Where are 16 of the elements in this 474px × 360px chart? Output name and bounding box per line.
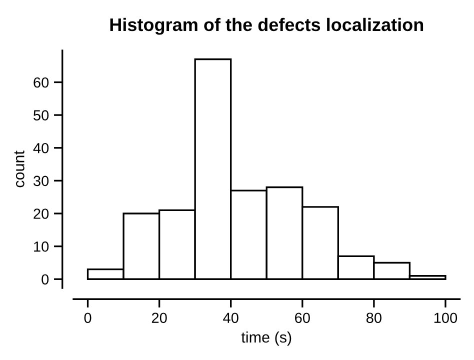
y-tick-label: 60 [34, 77, 49, 88]
x-tick-label: 100 [434, 312, 458, 324]
y-axis-title: count [14, 150, 24, 188]
x-tick-label: 20 [152, 312, 167, 324]
y-tick-label: 20 [34, 208, 49, 219]
chart-title: Histogram of the defects localization [110, 18, 424, 35]
y-tick-label: 10 [34, 241, 49, 252]
y-tick-label: 0 [42, 274, 49, 285]
x-axis-title: time (s) [241, 331, 292, 346]
x-tick-label: 0 [84, 312, 92, 324]
y-tick-label: 30 [34, 176, 49, 186]
y-tick-label: 40 [33, 142, 49, 154]
x-tick-label: 80 [366, 312, 382, 324]
x-tick-label: 60 [295, 312, 310, 324]
x-tick-label: 40 [223, 312, 238, 324]
y-tick-label: 50 [34, 110, 49, 120]
